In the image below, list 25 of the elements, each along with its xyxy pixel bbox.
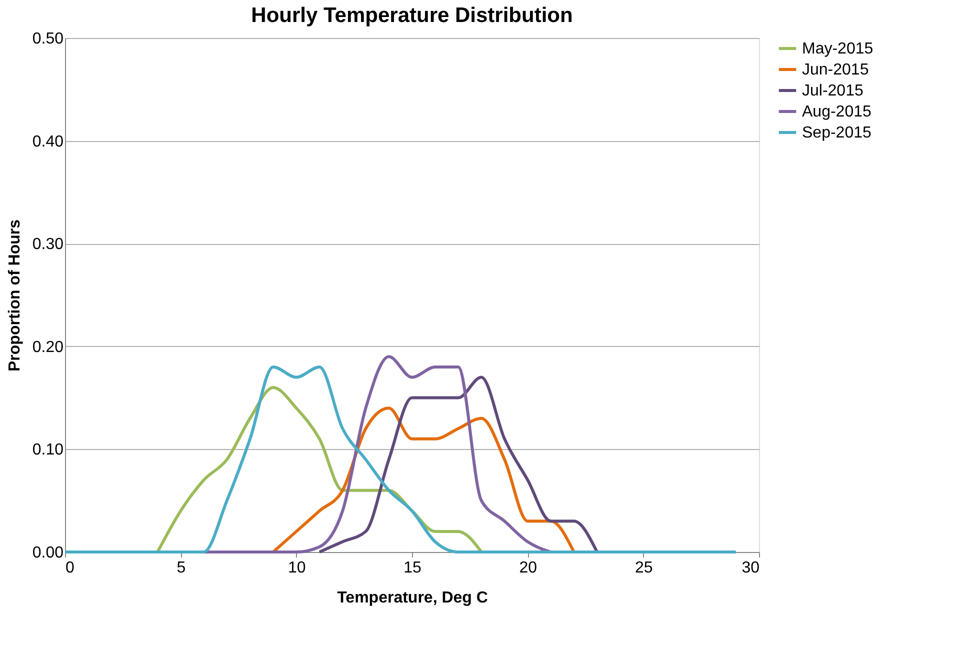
y-tick-label: 0.40 bbox=[32, 133, 64, 150]
y-axis-title: Proportion of Hours bbox=[6, 219, 24, 372]
y-tick-label: 0.20 bbox=[32, 338, 64, 356]
legend-label: Aug-2015 bbox=[802, 104, 872, 120]
legend-label: Jun-2015 bbox=[802, 62, 869, 78]
y-tick-label: 0.00 bbox=[32, 544, 64, 562]
x-tick-label: 30 bbox=[742, 560, 760, 576]
chart-title: Hourly Temperature Distribution bbox=[251, 4, 573, 27]
x-tick-label: 25 bbox=[634, 560, 653, 576]
x-tick-label: 0 bbox=[66, 560, 74, 576]
x-tick-label: 5 bbox=[176, 560, 186, 576]
x-tick-label: 15 bbox=[404, 560, 422, 576]
line-series bbox=[64, 365, 738, 554]
y-tick-label: 0.30 bbox=[32, 236, 64, 254]
legend-label: Sep-2015 bbox=[802, 124, 872, 142]
line-series bbox=[202, 355, 552, 554]
x-tick-label: 10 bbox=[288, 560, 306, 576]
y-tick-label: 0.10 bbox=[32, 442, 64, 459]
x-tick-label: 20 bbox=[519, 560, 538, 576]
line-series bbox=[272, 406, 576, 554]
x-axis-title: Temperature, Deg C bbox=[337, 590, 488, 606]
legend-label: Jul-2015 bbox=[802, 82, 864, 100]
y-tick-label: 0.50 bbox=[32, 30, 64, 48]
legend-label: May-2015 bbox=[802, 40, 874, 58]
line-series bbox=[318, 376, 599, 554]
